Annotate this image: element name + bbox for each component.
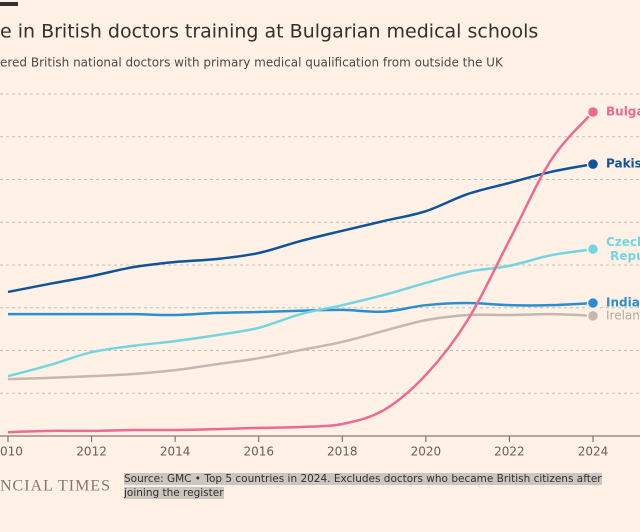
series-label: India [606, 296, 640, 310]
series-line [8, 301, 594, 317]
x-tick-label: 2020 [411, 445, 442, 459]
end-marker [586, 242, 600, 256]
brand-bar [0, 2, 18, 6]
series-line [7, 312, 594, 381]
series-label: Pakist [606, 157, 640, 171]
x-tick-label: 2016 [243, 445, 274, 459]
chart-subtitle: ered British national doctors with prima… [0, 56, 504, 70]
logo: NCIAL TIMES [0, 478, 111, 495]
series-label: Ireland [606, 308, 640, 322]
x-tick-label: 2012 [76, 445, 107, 459]
x-tick-label: 2014 [160, 445, 191, 459]
x-tick-label: 2022 [494, 445, 525, 459]
series-line [7, 162, 594, 294]
series-label: Czech Repub [606, 235, 640, 263]
x-tick-label: 010 [0, 445, 23, 459]
end-marker [586, 105, 600, 119]
x-tick-label: 2018 [327, 445, 358, 459]
source-note: Source: GMC • Top 5 countries in 2024. E… [124, 472, 630, 500]
series-label: Bulga [606, 104, 640, 118]
chart-title: e in British doctors training at Bulgari… [0, 21, 538, 43]
source-text: Source: GMC • Top 5 countries in 2024. E… [124, 473, 602, 499]
end-marker [586, 296, 600, 310]
end-marker [586, 157, 600, 171]
x-tick-label: 2024 [578, 445, 609, 459]
end-marker [586, 309, 600, 323]
series-line [7, 247, 594, 378]
series-line [7, 111, 594, 434]
